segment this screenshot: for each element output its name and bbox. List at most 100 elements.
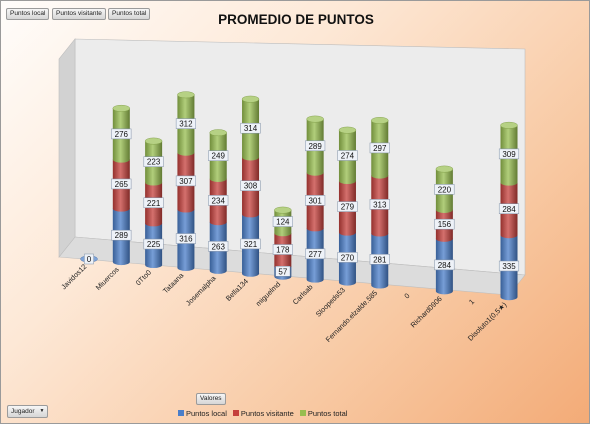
data-label-box (337, 252, 358, 263)
data-label: 289 (308, 142, 322, 151)
data-label: 301 (308, 196, 322, 205)
data-label-box (305, 140, 326, 152)
data-label: 124 (276, 218, 290, 227)
data-label: 220 (438, 185, 452, 194)
bar-top-cap (306, 115, 324, 123)
data-label: 289 (115, 231, 129, 240)
data-label-box (369, 142, 390, 154)
data-label: 279 (341, 203, 355, 212)
field-button-puntos-total[interactable]: Puntos total (108, 8, 151, 20)
category-label: 0Tto0 (134, 268, 153, 287)
data-label-box (143, 238, 164, 250)
data-label-box (369, 254, 390, 265)
legend-item-total: Puntos total (299, 408, 348, 418)
legend-label-total: Puntos total (307, 408, 348, 418)
data-label: 321 (244, 240, 258, 249)
legend-label-visitante: Puntos visitante (240, 408, 294, 418)
data-label: 234 (212, 196, 226, 205)
data-label-box (240, 180, 261, 191)
data-label: 263 (212, 242, 226, 251)
bar-top-cap (500, 121, 518, 129)
data-label-box (272, 216, 293, 227)
chart-back-wall (74, 38, 526, 276)
valores-button[interactable]: Valores (196, 393, 226, 405)
category-label: Tataana (161, 271, 185, 295)
bar-top-cap (177, 91, 195, 99)
data-label-box (143, 197, 164, 209)
category-label: miguelmd (254, 280, 282, 308)
chart-title: PROMEDIO DE PUNTOS (218, 12, 374, 27)
data-label-box (498, 203, 520, 215)
data-label: 307 (179, 177, 193, 186)
category-label: 0 (402, 291, 411, 300)
jugador-filter-button[interactable]: Jugador ▼ (7, 405, 49, 418)
data-label: 274 (341, 151, 355, 160)
legend-item-visitante: Puntos visitante (232, 408, 294, 418)
data-label: 270 (341, 253, 355, 262)
data-label: 223 (147, 158, 161, 167)
data-label: 265 (115, 180, 129, 189)
data-label-box (208, 241, 229, 252)
data-label: 312 (179, 120, 193, 129)
bar-top-cap (274, 206, 292, 214)
data-label: 284 (438, 261, 452, 270)
chevron-down-icon: ▼ (39, 408, 45, 414)
data-label-box (305, 248, 326, 260)
bar-top-cap (338, 126, 357, 134)
data-label: 57 (278, 267, 287, 276)
data-label: 277 (308, 250, 322, 259)
data-label: 284 (502, 205, 516, 214)
data-label: 249 (212, 152, 226, 161)
data-label-box (305, 195, 326, 206)
data-label-box (208, 150, 229, 161)
bar-top-cap (435, 165, 454, 173)
chart-side-wall (58, 38, 76, 258)
data-label: 309 (502, 150, 516, 159)
legend-swatch-visitante (232, 410, 239, 416)
data-label-box (498, 260, 520, 272)
bar-top-cap (241, 95, 260, 103)
field-button-puntos-visitante[interactable]: Puntos visitante (52, 8, 106, 20)
legend: Puntos local Puntos visitante Puntos tot… (178, 408, 347, 418)
data-label: 308 (244, 182, 258, 191)
bar-top-cap (112, 104, 131, 112)
data-label: 178 (276, 246, 290, 255)
data-label-box (175, 118, 196, 129)
legend-item-local: Puntos local (178, 408, 227, 418)
data-label: 156 (438, 220, 452, 229)
data-label: 221 (147, 199, 161, 208)
category-label: Josemalpha (184, 274, 218, 308)
bar-top-cap (209, 129, 227, 137)
data-label-box (111, 128, 132, 140)
data-label-box (240, 238, 261, 250)
data-label: 281 (373, 255, 387, 264)
data-label-box (175, 233, 196, 244)
legend-label-local: Puntos local (186, 408, 227, 418)
field-button-puntos-local[interactable]: Puntos local (6, 8, 50, 20)
category-label: Bella134 (224, 277, 250, 303)
legend-swatch-total (299, 410, 306, 416)
data-label-box (175, 175, 196, 187)
legend-swatch-local (178, 410, 184, 416)
data-label: 313 (373, 200, 387, 209)
data-label-box (434, 184, 455, 195)
data-label-box (369, 199, 390, 210)
data-label-box (272, 244, 293, 255)
data-label: 297 (373, 144, 387, 153)
category-label: 1 (467, 297, 476, 306)
data-label-box (240, 122, 261, 134)
data-label-box (208, 195, 229, 206)
bar-top-cap (371, 117, 389, 124)
data-label-box (84, 253, 94, 265)
data-label: 316 (179, 235, 193, 244)
category-label: Richard0906 (409, 294, 444, 329)
data-label-box (111, 178, 132, 190)
data-label-box (275, 266, 291, 277)
data-label: 314 (244, 124, 258, 133)
data-label-box (337, 150, 358, 161)
data-label-box (434, 218, 455, 230)
data-label-box (337, 201, 358, 212)
data-label: 0 (87, 255, 92, 264)
